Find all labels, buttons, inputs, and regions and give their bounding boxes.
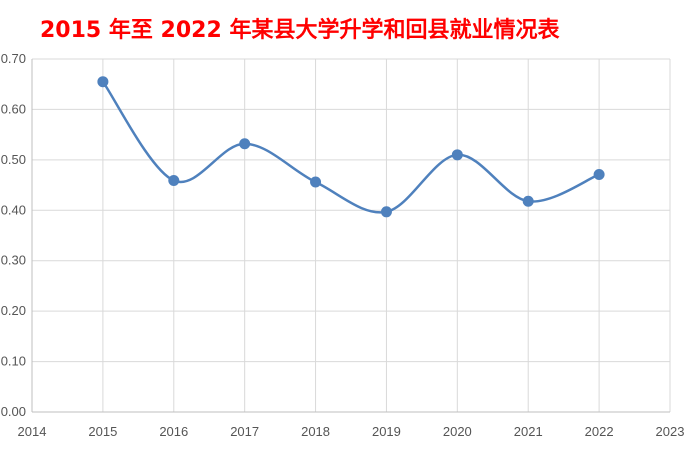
data-series: [97, 76, 605, 218]
data-point: [239, 138, 251, 150]
x-tick-label: 2019: [372, 424, 401, 439]
data-point: [522, 195, 534, 207]
x-tick-labels: 2014 2015 2016 2017 2018 2019 2020 2021 2022 2023: [18, 424, 685, 439]
y-tick-label: 0.10: [1, 354, 26, 369]
y-tick-labels: 0.00 0.10 0.20 0.30 0.40 0.50 0.60 0.70: [1, 51, 26, 419]
y-tick-label: 0.30: [1, 253, 26, 268]
data-point: [380, 206, 392, 218]
data-point: [451, 149, 463, 161]
y-tick-label: 0.50: [1, 152, 26, 167]
x-tick-label: 2018: [301, 424, 330, 439]
x-tick-label: 2017: [230, 424, 259, 439]
grid-lines: [32, 58, 671, 412]
data-point: [310, 176, 322, 188]
y-tick-label: 0.60: [1, 101, 26, 116]
chart-title: 2015 年至 2022 年某县大学升学和回县就业情况表: [40, 18, 560, 43]
x-tick-label: 2021: [514, 424, 543, 439]
data-point: [168, 175, 180, 187]
x-tick-label: 2020: [443, 424, 472, 439]
x-tick-label: 2015: [88, 424, 117, 439]
x-tick-label: 2022: [585, 424, 614, 439]
data-point: [97, 76, 109, 88]
y-tick-label: 0.00: [1, 404, 26, 419]
x-tick-label: 2014: [18, 424, 47, 439]
axes: [31, 59, 670, 413]
y-tick-label: 0.40: [1, 202, 26, 217]
y-tick-label: 0.70: [1, 51, 26, 66]
x-tick-label: 2016: [159, 424, 188, 439]
series-line: [101, 80, 601, 214]
y-tick-label: 0.20: [1, 303, 26, 318]
data-point: [593, 168, 605, 180]
x-tick-label: 2023: [656, 424, 685, 439]
